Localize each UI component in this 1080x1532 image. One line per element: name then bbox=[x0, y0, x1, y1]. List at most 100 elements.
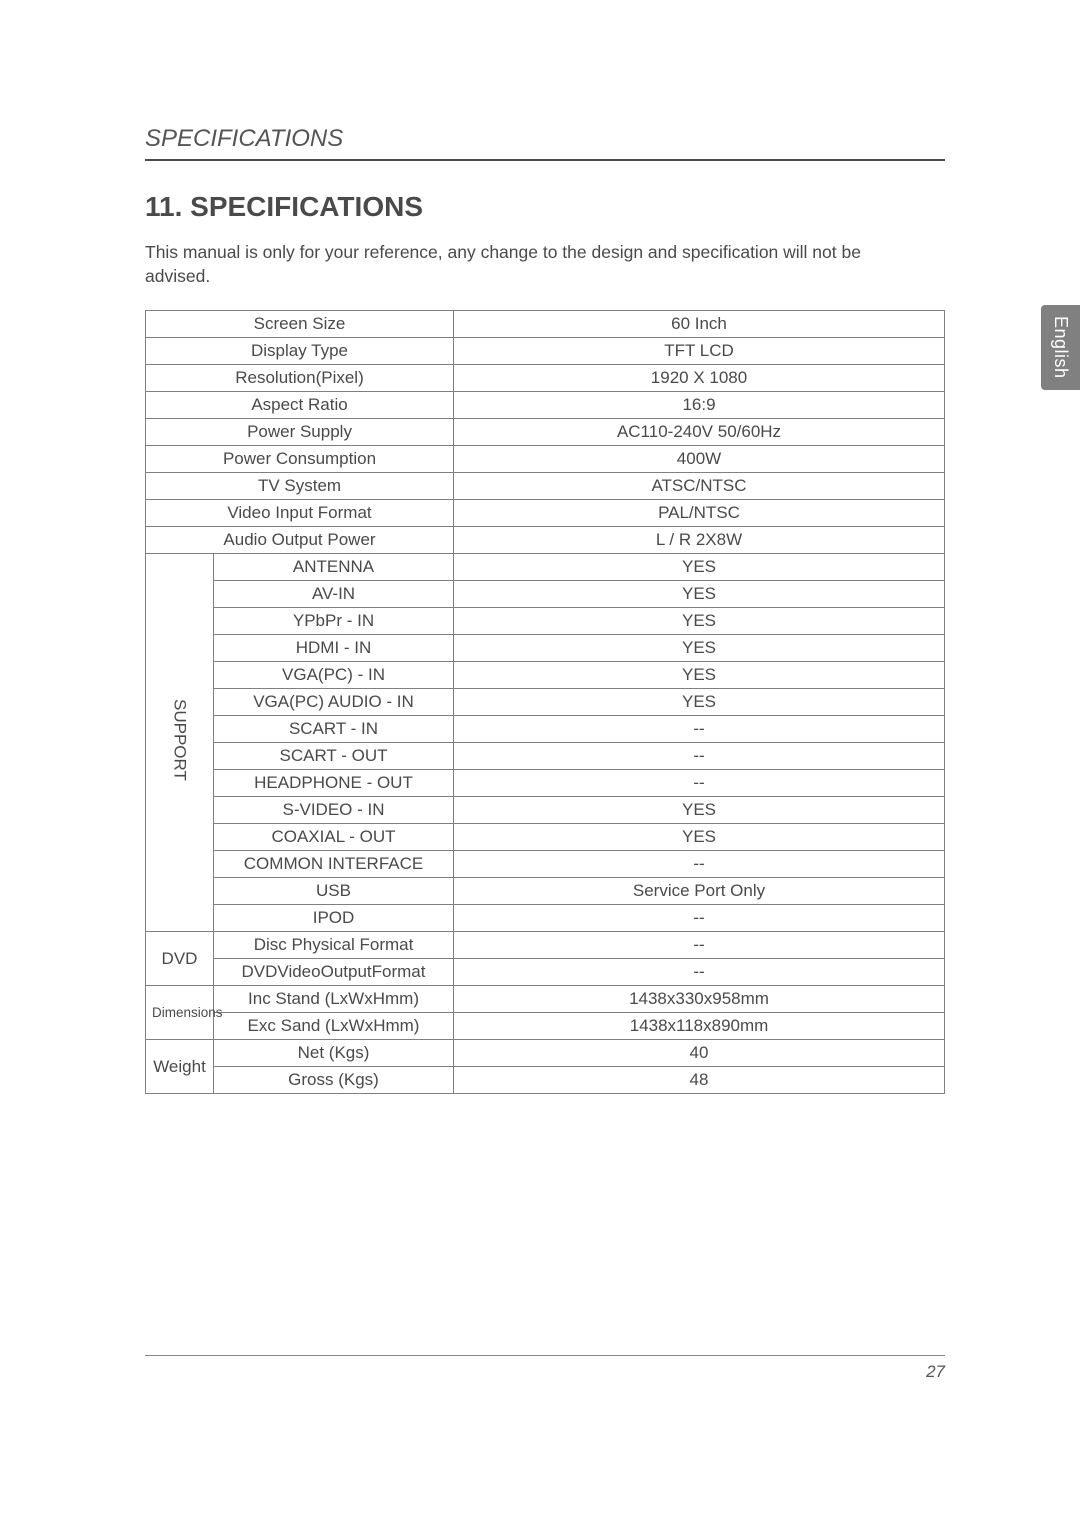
table-row: USBService Port Only bbox=[146, 878, 945, 905]
spec-label: TV System bbox=[146, 473, 454, 500]
spec-value: -- bbox=[454, 716, 945, 743]
spec-value: YES bbox=[454, 824, 945, 851]
spec-label: S-VIDEO - IN bbox=[214, 797, 454, 824]
table-row: HEADPHONE - OUT-- bbox=[146, 770, 945, 797]
spec-label: Audio Output Power bbox=[146, 527, 454, 554]
spec-value: -- bbox=[454, 905, 945, 932]
table-row: S-VIDEO - INYES bbox=[146, 797, 945, 824]
spec-value: -- bbox=[454, 959, 945, 986]
spec-label: ANTENNA bbox=[214, 554, 454, 581]
table-row: COMMON INTERFACE-- bbox=[146, 851, 945, 878]
spec-label: YPbPr - IN bbox=[214, 608, 454, 635]
spec-value: -- bbox=[454, 770, 945, 797]
group-header: Dimensions bbox=[146, 986, 214, 1040]
table-row: Screen Size60 Inch bbox=[146, 311, 945, 338]
group-header: Weight bbox=[146, 1040, 214, 1094]
table-row: YPbPr - INYES bbox=[146, 608, 945, 635]
group-header: DVD bbox=[146, 932, 214, 986]
spec-label: COMMON INTERFACE bbox=[214, 851, 454, 878]
table-row: VGA(PC) - INYES bbox=[146, 662, 945, 689]
spec-label: SCART - IN bbox=[214, 716, 454, 743]
table-row: WeightNet (Kgs)40 bbox=[146, 1040, 945, 1067]
spec-value: 1920 X 1080 bbox=[454, 365, 945, 392]
spec-value: 16:9 bbox=[454, 392, 945, 419]
spec-value: -- bbox=[454, 851, 945, 878]
spec-label: Net (Kgs) bbox=[214, 1040, 454, 1067]
spec-value: 48 bbox=[454, 1067, 945, 1094]
spec-label: USB bbox=[214, 878, 454, 905]
spec-label: Disc Physical Format bbox=[214, 932, 454, 959]
section-title: 11. SPECIFICATIONS bbox=[145, 191, 945, 223]
spec-label: Resolution(Pixel) bbox=[146, 365, 454, 392]
spec-value: YES bbox=[454, 689, 945, 716]
spec-value: -- bbox=[454, 743, 945, 770]
spec-label: Aspect Ratio bbox=[146, 392, 454, 419]
spec-label: SCART - OUT bbox=[214, 743, 454, 770]
spec-label: HDMI - IN bbox=[214, 635, 454, 662]
table-row: VGA(PC) AUDIO - INYES bbox=[146, 689, 945, 716]
spec-label: Power Supply bbox=[146, 419, 454, 446]
table-row: AV-INYES bbox=[146, 581, 945, 608]
spec-label: VGA(PC) AUDIO - IN bbox=[214, 689, 454, 716]
spec-label: Gross (Kgs) bbox=[214, 1067, 454, 1094]
group-header: SUPPORT bbox=[146, 554, 214, 932]
table-row: Aspect Ratio16:9 bbox=[146, 392, 945, 419]
spec-value: PAL/NTSC bbox=[454, 500, 945, 527]
language-tab: English bbox=[1041, 305, 1080, 390]
spec-value: AC110-240V 50/60Hz bbox=[454, 419, 945, 446]
spec-label: Display Type bbox=[146, 338, 454, 365]
spec-label: COAXIAL - OUT bbox=[214, 824, 454, 851]
spec-value: 60 Inch bbox=[454, 311, 945, 338]
table-row: Exc Sand (LxWxHmm)1438x118x890mm bbox=[146, 1013, 945, 1040]
spec-value: YES bbox=[454, 554, 945, 581]
table-row: DVDVideoOutputFormat-- bbox=[146, 959, 945, 986]
table-row: IPOD-- bbox=[146, 905, 945, 932]
spec-value: 400W bbox=[454, 446, 945, 473]
spec-label: Inc Stand (LxWxHmm) bbox=[214, 986, 454, 1013]
spec-label: Screen Size bbox=[146, 311, 454, 338]
table-row: HDMI - INYES bbox=[146, 635, 945, 662]
table-row: Gross (Kgs)48 bbox=[146, 1067, 945, 1094]
spec-value: YES bbox=[454, 581, 945, 608]
spec-value: L / R 2X8W bbox=[454, 527, 945, 554]
spec-value: 1438x330x958mm bbox=[454, 986, 945, 1013]
table-row: SCART - OUT-- bbox=[146, 743, 945, 770]
running-head: SPECIFICATIONS bbox=[145, 125, 945, 161]
spec-value: -- bbox=[454, 932, 945, 959]
spec-label: AV-IN bbox=[214, 581, 454, 608]
spec-label: IPOD bbox=[214, 905, 454, 932]
page: English SPECIFICATIONS 11. SPECIFICATION… bbox=[0, 0, 1080, 1532]
table-row: SUPPORTANTENNAYES bbox=[146, 554, 945, 581]
spec-table: Screen Size60 InchDisplay TypeTFT LCDRes… bbox=[145, 310, 945, 1094]
table-row: Power Consumption400W bbox=[146, 446, 945, 473]
table-row: DVDDisc Physical Format-- bbox=[146, 932, 945, 959]
spec-value: 40 bbox=[454, 1040, 945, 1067]
page-footer: 27 bbox=[145, 1355, 945, 1382]
table-row: Audio Output PowerL / R 2X8W bbox=[146, 527, 945, 554]
spec-value: 1438x118x890mm bbox=[454, 1013, 945, 1040]
spec-value: YES bbox=[454, 662, 945, 689]
table-row: Power SupplyAC110-240V 50/60Hz bbox=[146, 419, 945, 446]
spec-label: Power Consumption bbox=[146, 446, 454, 473]
spec-value: YES bbox=[454, 635, 945, 662]
spec-label: VGA(PC) - IN bbox=[214, 662, 454, 689]
spec-value: ATSC/NTSC bbox=[454, 473, 945, 500]
spec-value: YES bbox=[454, 608, 945, 635]
intro-text: This manual is only for your reference, … bbox=[145, 241, 865, 288]
table-row: TV SystemATSC/NTSC bbox=[146, 473, 945, 500]
spec-label: Video Input Format bbox=[146, 500, 454, 527]
table-row: SCART - IN-- bbox=[146, 716, 945, 743]
spec-label: HEADPHONE - OUT bbox=[214, 770, 454, 797]
table-row: Resolution(Pixel)1920 X 1080 bbox=[146, 365, 945, 392]
table-row: Video Input FormatPAL/NTSC bbox=[146, 500, 945, 527]
spec-value: Service Port Only bbox=[454, 878, 945, 905]
table-row: Display TypeTFT LCD bbox=[146, 338, 945, 365]
table-row: COAXIAL - OUTYES bbox=[146, 824, 945, 851]
spec-label: Exc Sand (LxWxHmm) bbox=[214, 1013, 454, 1040]
page-number: 27 bbox=[926, 1362, 945, 1381]
spec-value: TFT LCD bbox=[454, 338, 945, 365]
spec-value: YES bbox=[454, 797, 945, 824]
content-area: SPECIFICATIONS 11. SPECIFICATIONS This m… bbox=[145, 125, 945, 1094]
spec-label: DVDVideoOutputFormat bbox=[214, 959, 454, 986]
table-row: DimensionsInc Stand (LxWxHmm)1438x330x95… bbox=[146, 986, 945, 1013]
